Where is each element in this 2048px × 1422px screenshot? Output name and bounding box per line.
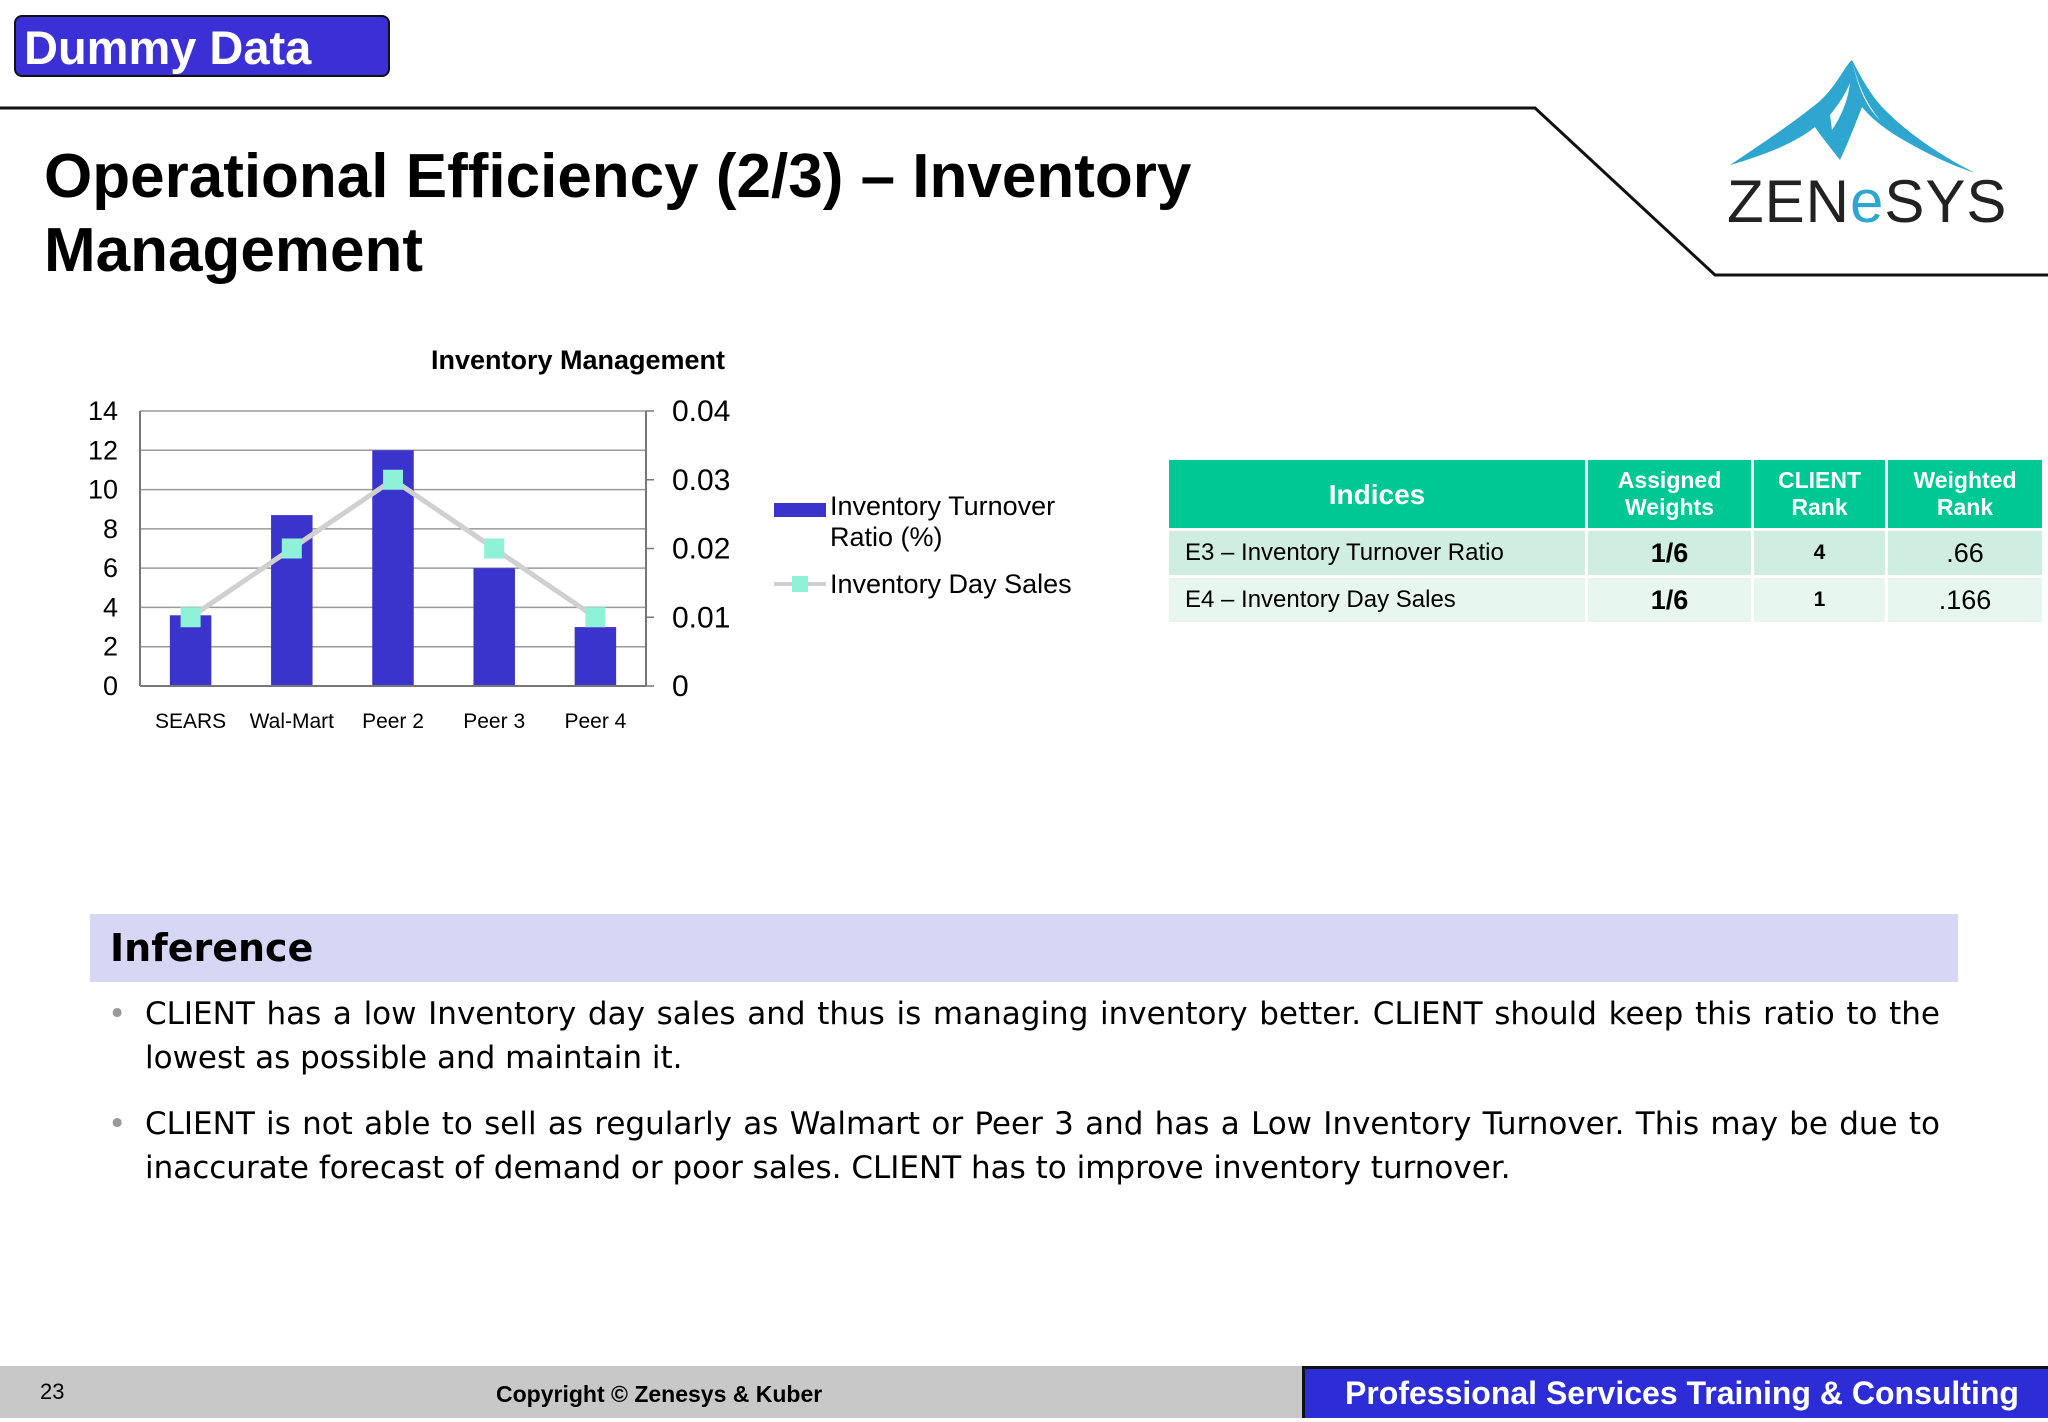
table-header-assigned-weights: Assigned Weights xyxy=(1588,460,1751,528)
bullet-text: CLIENT has a low Inventory day sales and… xyxy=(145,996,1940,1076)
legend-label-turnover: Inventory Turnover Ratio (%) xyxy=(830,491,1055,552)
bullet-icon: • xyxy=(108,996,127,1032)
header-divider-lines xyxy=(0,106,2048,277)
data-point xyxy=(281,538,302,559)
table-cell: E4 – Inventory Day Sales xyxy=(1169,578,1585,622)
x-tick-label: Peer 3 xyxy=(463,710,525,733)
x-tick-label: Peer 2 xyxy=(362,710,424,733)
inference-title: Inference xyxy=(110,926,314,970)
indices-table: Indices Assigned Weights CLIENT Rank Wei… xyxy=(1166,457,2045,625)
dummy-data-badge: Dummy Data xyxy=(14,15,390,77)
page-title: Operational Efficiency (2/3) – Inventory… xyxy=(44,142,1192,285)
y-right-tick-label: 0.01 xyxy=(672,601,730,634)
y-left-tick-label: 14 xyxy=(88,396,118,426)
data-point xyxy=(585,607,606,628)
inference-bullets: • CLIENT has a low Inventory day sales an… xyxy=(100,992,1940,1212)
list-item: • CLIENT is not able to sell as regularly… xyxy=(100,1102,1940,1190)
y-left-tick-label: 0 xyxy=(103,671,118,701)
tagline-banner: Professional Services Training & Consult… xyxy=(1302,1366,2048,1418)
table-header-client-rank: CLIENT Rank xyxy=(1754,460,1885,528)
legend-swatch-marker xyxy=(792,576,808,592)
bar xyxy=(473,568,515,686)
table-cell: E3 – Inventory Turnover Ratio xyxy=(1169,531,1585,575)
y-right-tick-label: 0.02 xyxy=(672,533,730,566)
table-header-indices: Indices xyxy=(1169,460,1585,528)
bullet-icon: • xyxy=(108,1106,127,1142)
list-item: • CLIENT has a low Inventory day sales an… xyxy=(100,992,1940,1080)
x-tick-label: Peer 4 xyxy=(564,710,626,733)
data-point xyxy=(383,469,403,490)
y-left-tick-label: 6 xyxy=(103,553,118,583)
table-cell: .166 xyxy=(1888,578,2042,622)
data-point xyxy=(484,538,505,559)
data-point xyxy=(180,607,201,628)
table-row: E3 – Inventory Turnover Ratio 1/6 4 .66 xyxy=(1169,531,2042,575)
copyright-text: Copyright © Zenesys & Kuber xyxy=(496,1381,823,1407)
bar xyxy=(574,627,617,686)
inference-header: Inference xyxy=(90,914,1958,982)
y-left-tick-label: 10 xyxy=(88,475,118,505)
footer: 23 Copyright © Zenesys & Kuber Professio… xyxy=(0,1366,2048,1418)
chart-title: Inventory Management xyxy=(431,345,725,375)
y-right-tick-label: 0.04 xyxy=(672,395,730,428)
mountain-logo-icon xyxy=(1730,60,1975,173)
inventory-management-chart: Inventory Management 0 2 4 6 8 10 12 14 0 0.01 0.0… xyxy=(88,345,1072,733)
y-left-tick-label: 8 xyxy=(103,514,118,544)
x-tick-label: Wal-Mart xyxy=(250,710,335,733)
table-cell: 1/6 xyxy=(1588,531,1751,575)
table-cell: 4 xyxy=(1754,531,1885,575)
logo-wordmark: ZENeSYS xyxy=(1727,168,2008,235)
y-right-tick-label: 0.03 xyxy=(672,464,730,497)
page-number: 23 xyxy=(40,1379,65,1404)
table-cell: .66 xyxy=(1888,531,2042,575)
table-cell: 1/6 xyxy=(1588,578,1751,622)
y-left-tick-label: 12 xyxy=(88,435,118,465)
x-tick-label: SEARS xyxy=(155,710,226,733)
legend-label-day-sales: Inventory Day Sales xyxy=(830,569,1072,599)
y-left-tick-label: 4 xyxy=(103,592,118,622)
table-header-weighted-rank: Weighted Rank xyxy=(1888,460,2042,528)
y-left-tick-label: 2 xyxy=(103,632,118,662)
table-cell: 1 xyxy=(1754,578,1885,622)
y-right-tick-label: 0 xyxy=(672,670,689,703)
table-row: E4 – Inventory Day Sales 1/6 1 .166 xyxy=(1169,578,2042,622)
bullet-text: CLIENT is not able to sell as regularly … xyxy=(145,1106,1940,1186)
legend-swatch-bar xyxy=(774,503,826,517)
